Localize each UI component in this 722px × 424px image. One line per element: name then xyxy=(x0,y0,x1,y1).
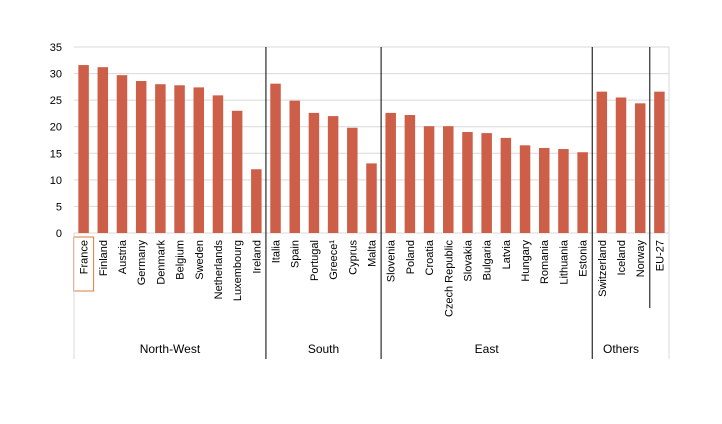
bar xyxy=(385,112,396,233)
bar xyxy=(78,65,89,233)
category-label: Finland xyxy=(98,240,110,276)
category-label: EU-27 xyxy=(654,240,666,271)
category-label: Hungary xyxy=(520,240,532,282)
bar xyxy=(270,83,281,233)
y-tick-label: 0 xyxy=(56,228,62,240)
bar xyxy=(596,91,608,233)
y-tick-label: 25 xyxy=(50,95,62,107)
bar xyxy=(538,147,550,233)
category-label: Germany xyxy=(136,240,148,286)
group-label: East xyxy=(475,342,500,356)
category-label: France xyxy=(79,240,91,274)
bar xyxy=(634,103,646,234)
bar xyxy=(327,116,339,233)
category-label: Slovakia xyxy=(462,239,474,281)
bar xyxy=(500,137,512,233)
bar xyxy=(97,67,109,234)
y-tick-label: 30 xyxy=(50,69,62,81)
category-label: Italia xyxy=(271,239,283,263)
category-label: Netherlands xyxy=(213,240,225,300)
category-label: Sweden xyxy=(194,240,206,280)
category-label: Czech Republic xyxy=(443,240,455,318)
category-label: Austria xyxy=(117,239,129,274)
bar xyxy=(404,115,416,233)
group-labels: North-West South East Others xyxy=(140,342,639,356)
y-tick-label: 10 xyxy=(50,175,62,187)
category-label: Denmark xyxy=(155,240,167,285)
y-tick-label: 20 xyxy=(50,122,62,134)
y-tick-label: 35 xyxy=(50,42,62,54)
category-label: Norway xyxy=(635,240,647,278)
bar xyxy=(481,133,492,233)
bar xyxy=(155,84,166,233)
y-tick-label: 5 xyxy=(56,201,62,213)
category-label: Latvia xyxy=(501,239,513,269)
category-label: Cyprus xyxy=(347,240,359,275)
bar xyxy=(174,85,185,234)
group-separators xyxy=(73,47,670,359)
category-label: Estonia xyxy=(578,239,590,277)
category-labels: France Finland Austria Germany Denmark Belgiu… xyxy=(73,236,666,318)
category-label: Luxembourg xyxy=(232,240,244,301)
bar xyxy=(423,126,435,233)
category-label: Spain xyxy=(290,240,302,268)
y-axis-tick-labels: 0 5 10 15 20 25 30 35 xyxy=(50,42,62,240)
category-label: Ireland xyxy=(251,240,263,274)
category-label: Lithuania xyxy=(558,239,570,285)
group-label: South xyxy=(308,342,339,356)
bar xyxy=(193,87,205,233)
category-label: Slovenia xyxy=(386,239,398,282)
bar xyxy=(231,110,243,233)
bar xyxy=(212,95,224,233)
category-label: Croatia xyxy=(424,239,436,275)
group-label: Others xyxy=(603,342,639,356)
bar xyxy=(308,112,320,233)
bar xyxy=(654,91,665,233)
bar xyxy=(577,152,588,233)
bars xyxy=(78,65,665,234)
category-label: Bulgaria xyxy=(482,239,494,280)
category-label: Greece¹ xyxy=(328,240,340,280)
bar xyxy=(347,127,358,233)
bar xyxy=(443,126,454,233)
bar xyxy=(558,149,569,233)
bar xyxy=(289,100,300,233)
bar xyxy=(366,163,377,233)
category-label: Malta xyxy=(367,239,379,267)
bar xyxy=(615,97,627,233)
bar xyxy=(462,132,473,233)
bar xyxy=(135,81,147,233)
category-label: Poland xyxy=(405,240,417,274)
category-label: Romania xyxy=(539,239,551,284)
bar xyxy=(251,169,262,233)
group-label: North-West xyxy=(140,342,201,356)
bar xyxy=(519,145,531,233)
category-label: Iceland xyxy=(616,240,628,275)
bar xyxy=(116,75,128,233)
category-label: Belgium xyxy=(175,240,187,280)
category-label: Portugal xyxy=(309,240,321,281)
y-tick-label: 15 xyxy=(50,148,62,160)
category-label: Switzerland xyxy=(597,240,609,297)
